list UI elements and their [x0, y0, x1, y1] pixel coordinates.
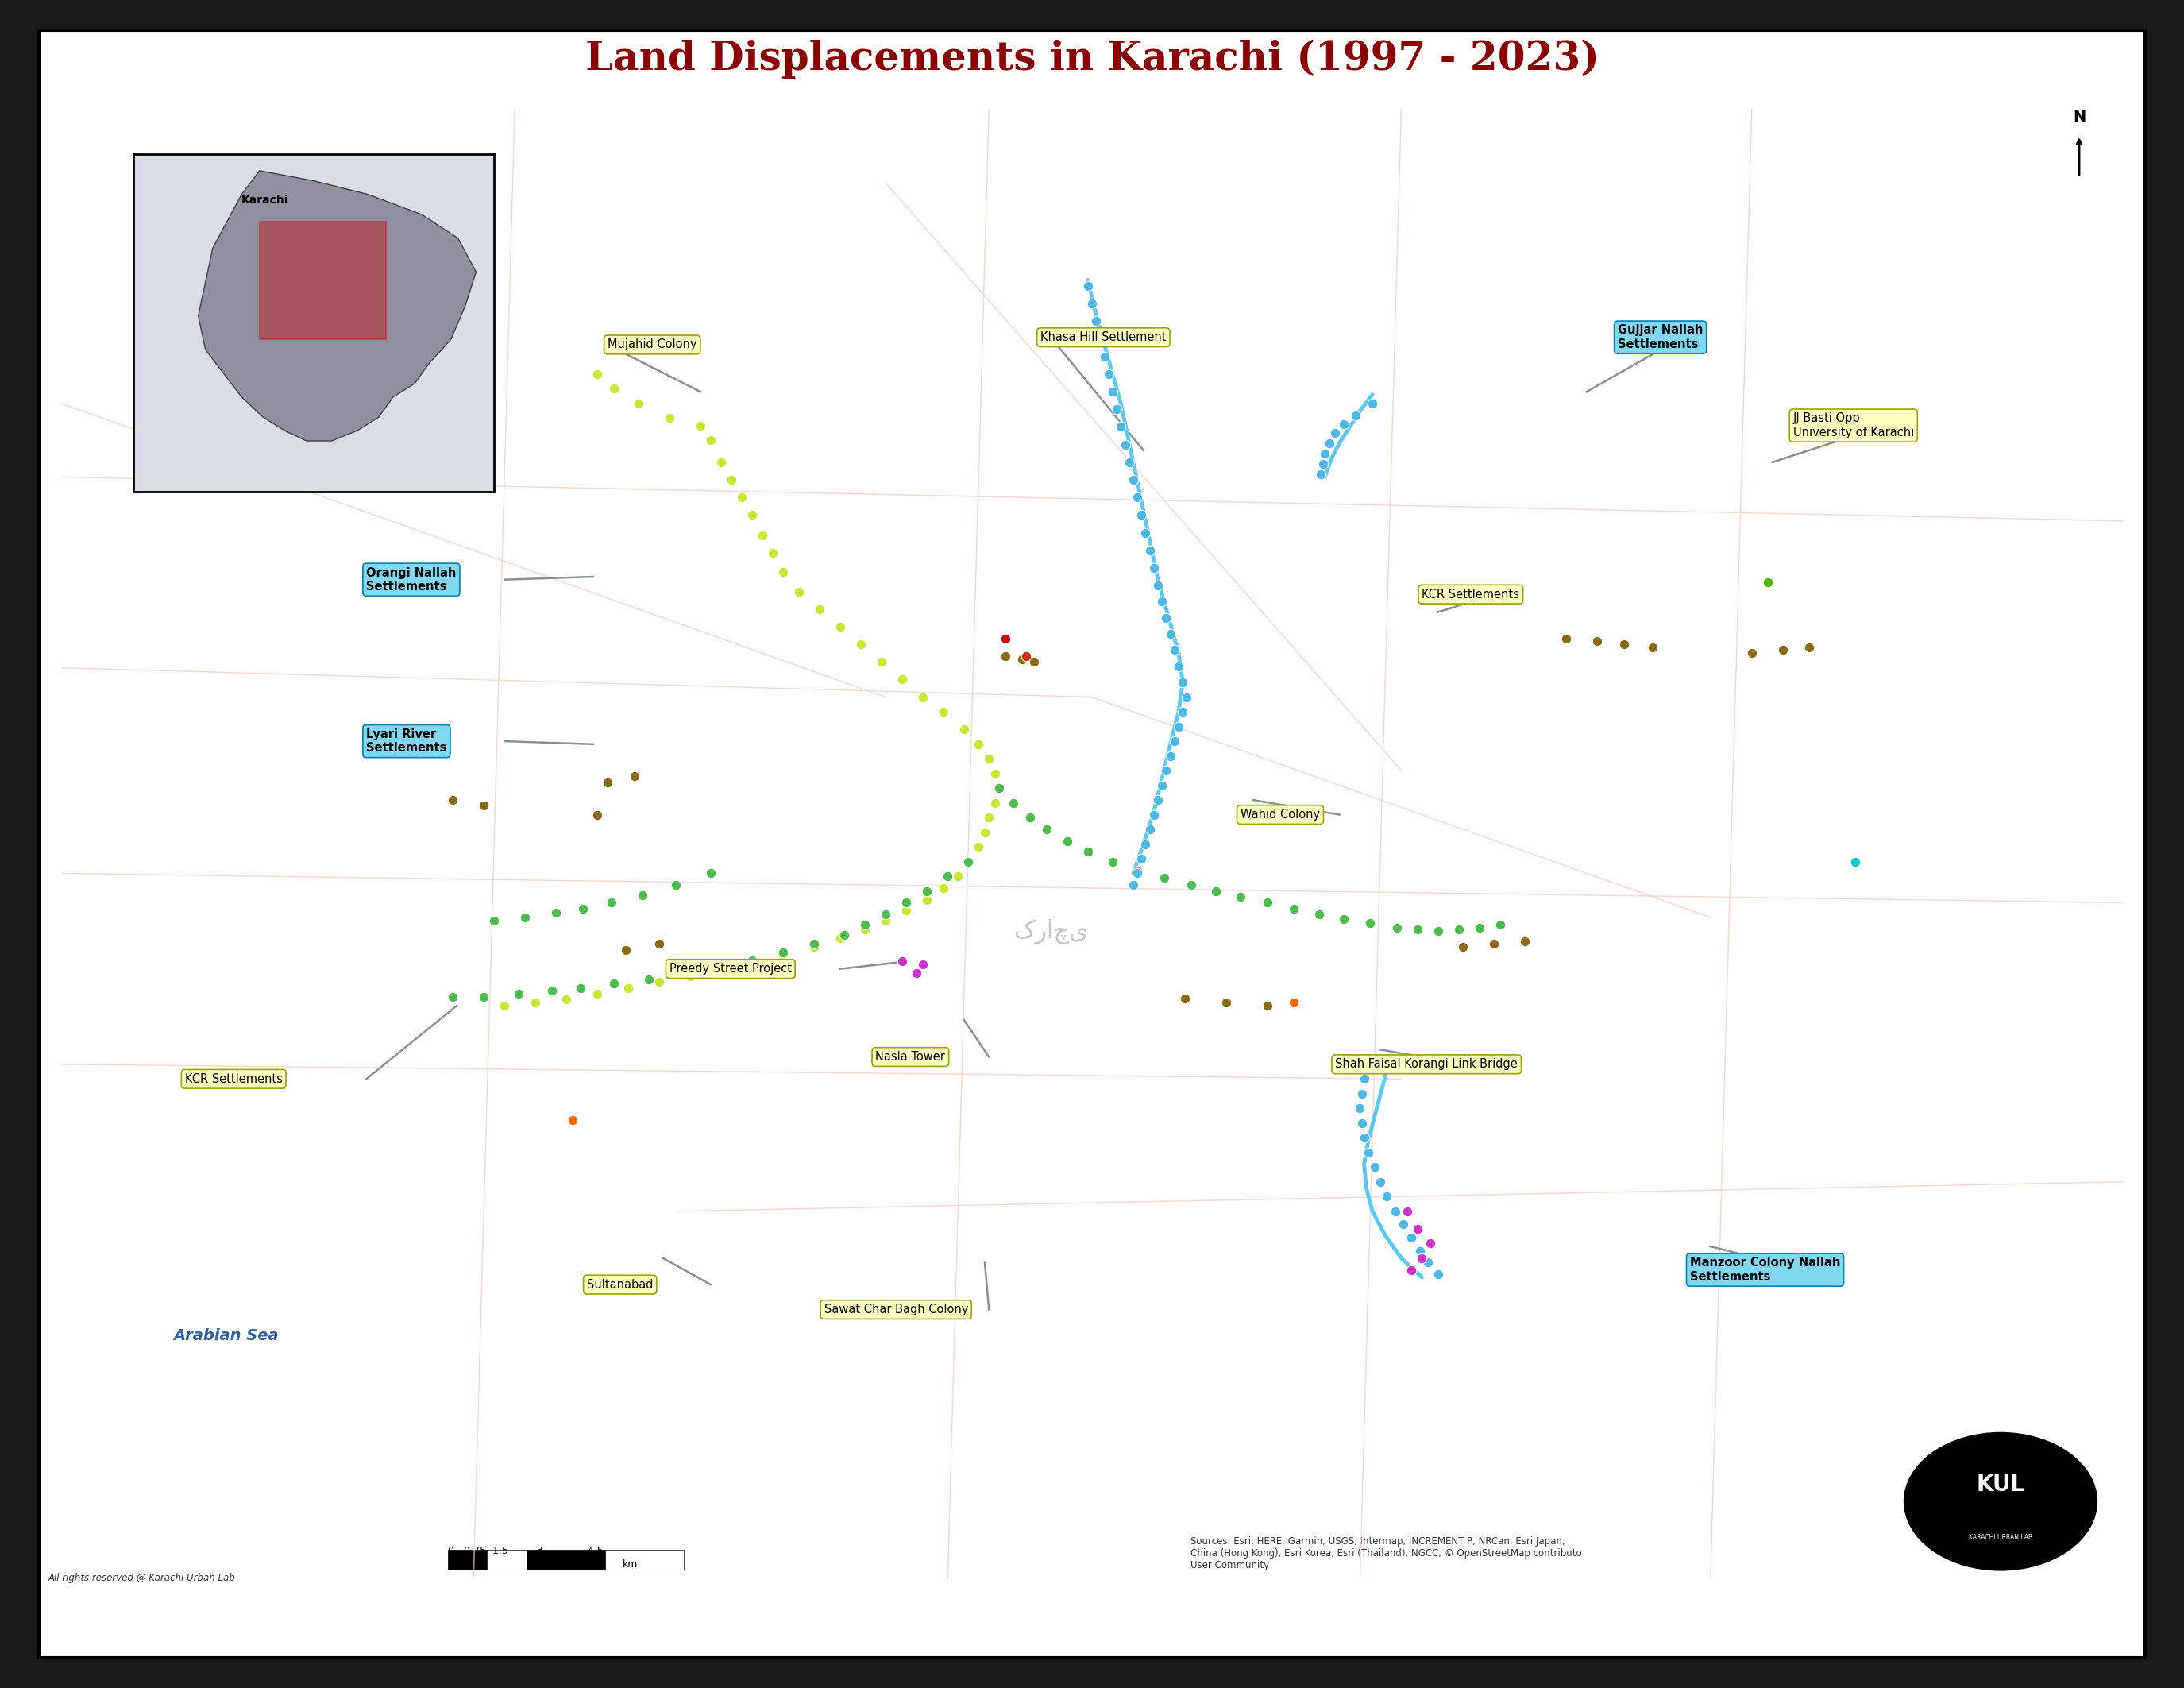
Text: Karachi: Karachi [242, 194, 288, 206]
Text: Wahid Colony: Wahid Colony [1241, 809, 1319, 820]
Text: Orangi Nallah
Settlements: Orangi Nallah Settlements [367, 567, 456, 592]
Text: Mujahid Colony: Mujahid Colony [607, 339, 697, 351]
Polygon shape [199, 170, 476, 441]
Text: Lyari River
Settlements: Lyari River Settlements [367, 728, 448, 755]
Text: Sultanabad: Sultanabad [587, 1278, 653, 1291]
Text: KARACHI URBAN LAB: KARACHI URBAN LAB [1968, 1534, 2033, 1541]
Text: km: km [622, 1560, 638, 1570]
Text: Manzoor Colony Nallah
Settlements: Manzoor Colony Nallah Settlements [1690, 1258, 1841, 1283]
Text: 0   0.75  1.5         3              4.5: 0 0.75 1.5 3 4.5 [448, 1546, 603, 1556]
Text: Shah Faisal Korangi Link Bridge: Shah Faisal Korangi Link Bridge [1334, 1058, 1518, 1070]
Text: KUL: KUL [1977, 1474, 2025, 1496]
Text: N: N [2073, 110, 2086, 125]
Circle shape [1904, 1433, 2097, 1570]
FancyBboxPatch shape [448, 1550, 487, 1570]
Text: KCR Settlements: KCR Settlements [1422, 589, 1520, 601]
FancyBboxPatch shape [39, 30, 2145, 1658]
Text: کراچی: کراچی [1013, 920, 1088, 945]
Text: Sawat Char Bagh Colony: Sawat Char Bagh Colony [823, 1303, 968, 1315]
Text: Khasa Hill Settlement: Khasa Hill Settlement [1040, 331, 1166, 343]
Text: Sources: Esri, HERE, Garmin, USGS, Intermap, INCREMENT P, NRCan, Esri Japan,
Chi: Sources: Esri, HERE, Garmin, USGS, Inter… [1190, 1536, 1581, 1570]
Text: Preedy Street Project: Preedy Street Project [668, 962, 791, 974]
FancyBboxPatch shape [526, 1550, 605, 1570]
Text: Land Displacements in Karachi (1997 - 2023): Land Displacements in Karachi (1997 - 20… [585, 39, 1599, 79]
Text: Nasla Tower: Nasla Tower [876, 1052, 946, 1063]
Text: KCR Settlements: KCR Settlements [186, 1074, 282, 1085]
FancyBboxPatch shape [605, 1550, 684, 1570]
Text: JJ Basti Opp
University of Karachi: JJ Basti Opp University of Karachi [1793, 412, 1913, 439]
FancyBboxPatch shape [260, 221, 387, 339]
Text: Gujjar Nallah
Settlements: Gujjar Nallah Settlements [1618, 324, 1704, 349]
FancyBboxPatch shape [487, 1550, 526, 1570]
Text: Arabian Sea: Arabian Sea [173, 1328, 280, 1344]
Text: All rights reserved @ Karachi Urban Lab: All rights reserved @ Karachi Urban Lab [48, 1573, 236, 1583]
